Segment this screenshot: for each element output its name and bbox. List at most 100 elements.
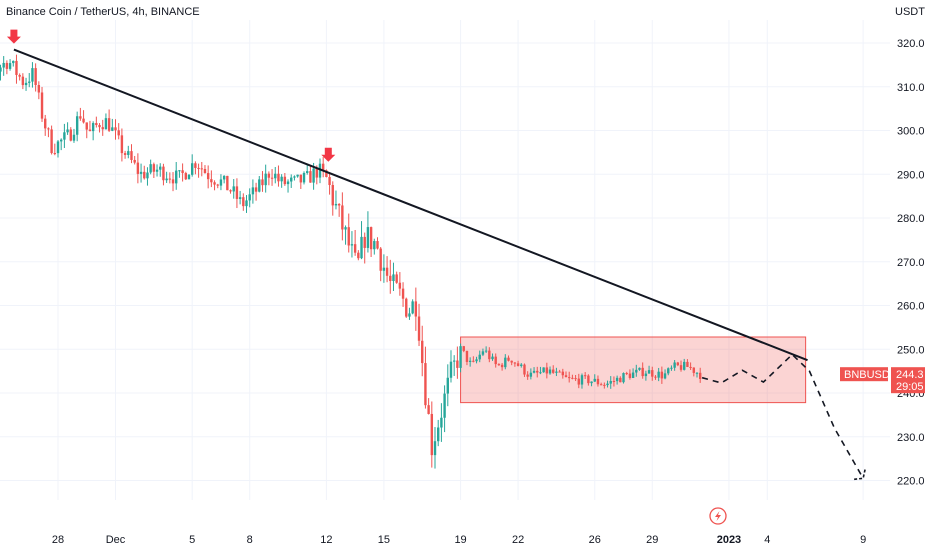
- candle-body: [587, 375, 590, 384]
- candle-body: [149, 164, 152, 173]
- candle-body: [679, 365, 683, 370]
- candle-body: [417, 316, 421, 341]
- candle-body: [647, 370, 651, 374]
- time-axis[interactable]: 28 Dec 5 8 12 15 19 22 26 29 2023 4 9: [52, 534, 866, 546]
- bar-countdown: 29:05: [896, 381, 924, 393]
- candle-body: [210, 179, 213, 183]
- candle-body: [459, 346, 462, 368]
- candle-body: [481, 351, 485, 355]
- price-axis-unit: USDT: [895, 6, 925, 18]
- projection-path[interactable]: [701, 353, 864, 479]
- candle-body: [37, 85, 41, 93]
- candle-body: [59, 139, 63, 142]
- candle-body: [245, 200, 248, 207]
- candle-body: [395, 274, 398, 283]
- time-tick-label: 22: [512, 534, 524, 546]
- candle-body: [69, 129, 72, 141]
- candle-body: [251, 187, 255, 195]
- candle-body: [548, 369, 552, 374]
- candle-body: [523, 364, 526, 375]
- candle-body: [171, 179, 175, 184]
- time-tick-label: 4: [764, 534, 770, 546]
- candle-body: [686, 361, 689, 367]
- candle-body: [24, 82, 28, 86]
- candle-body: [599, 384, 603, 386]
- candle-body: [529, 372, 533, 377]
- candle-body: [446, 377, 449, 394]
- time-tick-label: 12: [320, 534, 332, 546]
- last-price-value: 244.3: [896, 369, 924, 381]
- time-tick-label: 5: [189, 534, 195, 546]
- candle-body: [363, 236, 366, 248]
- candle-body: [558, 371, 561, 373]
- candle-body: [606, 383, 609, 386]
- candle-body: [136, 162, 140, 174]
- candle-body: [334, 203, 338, 206]
- candle-body: [615, 377, 619, 382]
- candle-body: [628, 373, 632, 378]
- price-tick-label: 260.0: [897, 301, 925, 313]
- candle-body: [56, 141, 60, 154]
- candle-body: [296, 174, 299, 177]
- candle-body: [309, 171, 312, 183]
- candle-body: [229, 190, 232, 192]
- candle-body: [111, 127, 114, 131]
- candle-body: [133, 159, 136, 163]
- candle-body: [513, 362, 517, 364]
- candle-body: [430, 413, 434, 456]
- candle-body: [382, 267, 386, 271]
- candle-body: [555, 371, 558, 373]
- candle-body: [516, 363, 520, 366]
- candle-body: [18, 74, 21, 77]
- time-tick-label: 29: [646, 534, 658, 546]
- candle-body: [347, 227, 350, 246]
- candle-body: [468, 360, 472, 362]
- candle-body: [152, 164, 156, 172]
- descending-trendline[interactable]: [13, 48, 808, 362]
- candle-body: [421, 340, 424, 364]
- candle-body: [373, 241, 376, 250]
- candle-body: [491, 356, 494, 360]
- candle-body: [520, 364, 523, 366]
- candle-body: [88, 129, 92, 132]
- candle-body: [449, 361, 453, 378]
- candle-body: [315, 168, 318, 178]
- candle-body: [440, 417, 443, 428]
- candle-body: [203, 168, 207, 174]
- candle-body: [344, 227, 347, 230]
- candle-body: [360, 236, 363, 259]
- symbol-tag: [840, 367, 888, 382]
- candle-body: [571, 377, 574, 379]
- candle-body: [117, 130, 120, 136]
- candle-body: [331, 185, 334, 206]
- lightning-icon[interactable]: [709, 507, 727, 525]
- down-arrow-icon: [6, 29, 21, 44]
- candle-body: [267, 173, 271, 178]
- candle-body: [580, 375, 584, 385]
- candle-body: [15, 60, 18, 75]
- candle-body: [2, 62, 5, 68]
- candle-body: [85, 122, 88, 130]
- candle-body: [264, 173, 267, 186]
- candle-body: [44, 118, 47, 129]
- candle-body: [497, 364, 501, 366]
- candle-body: [258, 179, 261, 192]
- candle-body: [408, 313, 411, 317]
- candle-body: [270, 177, 274, 179]
- candle-body: [507, 357, 510, 361]
- candle-body: [510, 360, 513, 363]
- candle-body: [143, 171, 146, 179]
- price-axis[interactable]: 320.0 310.0 300.0 290.0 280.0 270.0 260.0 250.0…: [897, 38, 925, 488]
- candle-body: [376, 241, 379, 249]
- time-tick-label: 28: [52, 534, 64, 546]
- candle-body: [456, 360, 459, 368]
- candle-body: [564, 375, 568, 378]
- time-tick-label: 15: [378, 534, 390, 546]
- candle-body: [475, 359, 478, 362]
- price-tick-label: 230.0: [897, 432, 925, 444]
- candle-body: [337, 203, 341, 206]
- grid-layer: [0, 20, 890, 500]
- candle-body: [443, 393, 446, 418]
- candle-body: [235, 186, 239, 199]
